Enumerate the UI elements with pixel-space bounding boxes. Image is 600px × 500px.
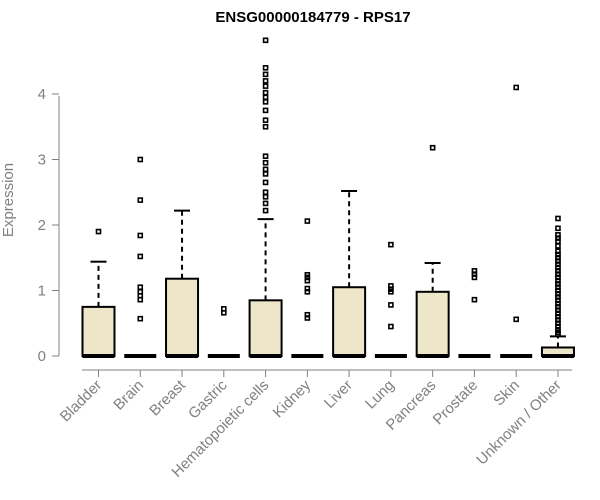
- outlier-point: [137, 253, 144, 260]
- box-prostate: [458, 268, 491, 358]
- outlier-point: [388, 323, 394, 330]
- outlier-point: [137, 156, 144, 163]
- outlier-point: [262, 89, 269, 96]
- outlier-point: [304, 277, 311, 284]
- iqr-box: [248, 299, 283, 358]
- x-tick-label: Prostate: [430, 377, 482, 429]
- box-lung: [374, 241, 407, 358]
- outlier-point: [262, 83, 269, 89]
- box-unknown-other: [540, 215, 575, 358]
- outlier-point: [262, 159, 269, 166]
- box-pancreas: [415, 144, 450, 358]
- iqr-box: [81, 305, 116, 357]
- outlier-point: [262, 207, 269, 214]
- y-tick-label: 1: [38, 283, 46, 300]
- outlier-point: [555, 243, 561, 249]
- x-tick-label: Brain: [110, 377, 147, 414]
- outlier-point: [513, 316, 520, 323]
- y-tick-label: 3: [38, 152, 46, 169]
- box-bladder: [81, 228, 116, 358]
- outlier-point: [304, 289, 311, 295]
- y-tick-label: 4: [38, 86, 46, 103]
- outlier-point: [262, 166, 269, 173]
- outlier-point: [304, 218, 311, 224]
- outlier-point: [137, 296, 144, 303]
- box-brain: [124, 156, 157, 358]
- outlier-point: [262, 179, 269, 186]
- outlier-point: [304, 315, 311, 321]
- box-gastric: [207, 306, 240, 358]
- outlier-point: [262, 71, 269, 78]
- outlier-point: [262, 117, 269, 123]
- outlier-point: [555, 225, 561, 232]
- outlier-point: [262, 94, 269, 101]
- outlier-point: [262, 65, 269, 71]
- outlier-point: [221, 309, 227, 316]
- x-tick-label: Skin: [490, 377, 523, 410]
- outlier-point: [262, 37, 269, 44]
- y-axis-ticks: 0 1 2 3 4: [38, 86, 59, 365]
- box-kidney: [291, 218, 324, 358]
- outlier-point: [137, 315, 144, 322]
- x-tick-label: Lung: [362, 377, 398, 413]
- outlier-point: [262, 99, 269, 105]
- iqr-box: [165, 277, 200, 357]
- outlier-point: [262, 189, 269, 196]
- y-tick-label: 0: [38, 348, 46, 365]
- outlier-point: [262, 153, 269, 160]
- chart-title: ENSG00000184779 - RPS17: [215, 9, 410, 26]
- outlier-point: [137, 197, 144, 203]
- outlier-point: [388, 302, 394, 308]
- outlier-point: [137, 284, 144, 291]
- outlier-point: [262, 78, 269, 84]
- x-tick-label: Breast: [146, 376, 189, 419]
- box-hematopoietic-cells: [248, 37, 283, 358]
- box-series: [81, 37, 575, 358]
- outlier-point: [95, 228, 102, 235]
- outlier-point: [262, 123, 269, 130]
- outlier-point: [555, 238, 561, 245]
- x-tick-label: Kidney: [270, 376, 315, 421]
- outlier-point: [262, 171, 269, 177]
- outlier-point: [388, 241, 394, 248]
- outlier-point: [388, 289, 394, 295]
- box-breast: [165, 209, 200, 358]
- outlier-point: [513, 84, 520, 91]
- y-axis-label: Expression: [0, 163, 17, 237]
- y-tick-label: 2: [38, 217, 46, 234]
- x-tick-label: Liver: [321, 377, 356, 412]
- outlier-point: [429, 144, 436, 151]
- outlier-point: [262, 107, 269, 114]
- box-skin: [500, 84, 533, 358]
- box-liver: [332, 189, 367, 358]
- outlier-point: [137, 232, 144, 239]
- outlier-point: [555, 215, 561, 222]
- outlier-point: [262, 200, 269, 207]
- x-tick-label: Bladder: [57, 377, 106, 426]
- outlier-point: [471, 274, 478, 281]
- outlier-point: [262, 194, 269, 200]
- iqr-box: [332, 286, 367, 358]
- iqr-box: [415, 290, 450, 357]
- outlier-point: [471, 296, 478, 303]
- outlier-point: [555, 331, 561, 338]
